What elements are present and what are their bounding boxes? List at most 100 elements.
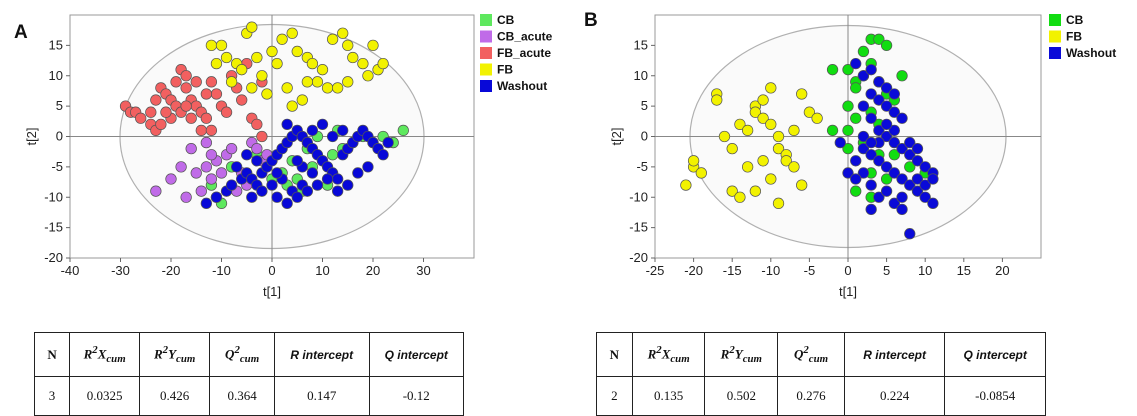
data-point (857, 100, 870, 112)
data-point (316, 64, 329, 76)
x-tick-label: -40 (61, 263, 80, 278)
data-point (205, 173, 218, 185)
data-point (200, 112, 213, 124)
panel-a: A -40 -30 -20 -10 0 10 20 30 15 10 5 0 -5 -10 -15 -20 t[… (0, 0, 570, 416)
data-point (215, 39, 228, 52)
data-point (332, 82, 344, 94)
data-point (362, 70, 374, 82)
data-point (842, 100, 854, 112)
y-tick-label: -15 (44, 220, 63, 235)
data-point (788, 161, 800, 173)
table-header: R intercept (843, 332, 946, 377)
legend-label: CB (1066, 13, 1084, 27)
y-tick-label: 10 (634, 68, 648, 83)
table-cell: 0.0325 (69, 376, 141, 416)
table-cell: 0.224 (843, 376, 946, 416)
table-row: 2 0.135 0.502 0.276 0.224 -0.0854 (596, 376, 1046, 416)
data-point (301, 185, 314, 197)
data-point (150, 94, 162, 106)
data-point (200, 197, 213, 209)
data-point (261, 88, 273, 100)
data-point (919, 161, 931, 173)
data-point (281, 82, 293, 94)
data-point (367, 39, 379, 52)
data-point (757, 155, 769, 167)
data-point (888, 167, 900, 179)
legend-swatch (480, 14, 492, 26)
x-tick-label: -25 (646, 263, 665, 278)
data-point (306, 57, 319, 70)
data-point (160, 106, 172, 118)
data-point (865, 179, 877, 191)
data-point (911, 173, 924, 185)
data-point (251, 51, 263, 64)
table-cell: -0.0854 (944, 376, 1046, 416)
data-point (225, 142, 238, 155)
data-point (342, 76, 354, 88)
data-point (332, 173, 344, 185)
data-point (826, 124, 839, 137)
data-point (803, 106, 816, 118)
y-tick-label: -10 (44, 189, 63, 204)
data-point (772, 142, 785, 155)
data-point (210, 88, 223, 100)
data-point (195, 185, 207, 197)
data-point (919, 191, 931, 203)
data-point (326, 149, 339, 161)
data-point (726, 142, 738, 155)
stats-table-a: N R2Xcum R2Ycum Q2cum R intercept Q inte… (33, 332, 464, 416)
y-tick-label: -5 (51, 159, 63, 174)
data-point (842, 124, 854, 137)
data-point (316, 118, 329, 130)
data-point (850, 112, 862, 124)
data-point (286, 27, 298, 39)
data-point (135, 112, 147, 124)
table-cell: 0.364 (209, 376, 276, 416)
y-tick-label: 15 (49, 37, 63, 52)
table-cell: 0.276 (777, 376, 845, 416)
data-point (772, 197, 785, 209)
legend-swatch (1049, 14, 1061, 26)
data-point (680, 179, 692, 191)
data-point (888, 88, 900, 100)
data-point (326, 130, 339, 143)
y-tick-label: 15 (634, 37, 648, 52)
legend-label: CB_acute (497, 30, 553, 44)
data-point (896, 173, 908, 185)
table-header: R2Xcum (69, 332, 141, 377)
y-tick-label: 0 (641, 129, 648, 144)
table-header: Q2cum (777, 332, 845, 377)
data-point (687, 155, 700, 167)
data-point (757, 94, 769, 106)
legend-label: Washout (497, 79, 547, 93)
data-point (896, 191, 908, 203)
data-point (842, 64, 854, 76)
data-point (266, 179, 278, 191)
x-axis-title: t[1] (263, 284, 281, 299)
table-header: R2Ycum (139, 332, 211, 377)
table-cell: 0.426 (139, 376, 211, 416)
x-tick-label: 0 (844, 263, 851, 278)
data-point (749, 106, 762, 118)
data-point (919, 179, 931, 191)
x-tick-label: 30 (416, 263, 430, 278)
data-point (796, 88, 808, 100)
data-point (210, 191, 223, 203)
data-point (850, 185, 862, 197)
data-point (741, 161, 754, 173)
y-tick-label: -20 (629, 250, 648, 265)
data-point (377, 57, 389, 70)
data-point (362, 161, 374, 173)
data-point (246, 191, 258, 203)
data-point (896, 70, 908, 82)
data-point (301, 76, 314, 88)
data-point (896, 112, 908, 124)
data-point (382, 136, 394, 149)
data-point (880, 82, 893, 94)
data-point (873, 33, 885, 45)
data-point (873, 155, 885, 167)
data-point (888, 124, 900, 137)
data-point (757, 112, 769, 124)
data-point (180, 70, 192, 82)
data-point (896, 142, 908, 155)
